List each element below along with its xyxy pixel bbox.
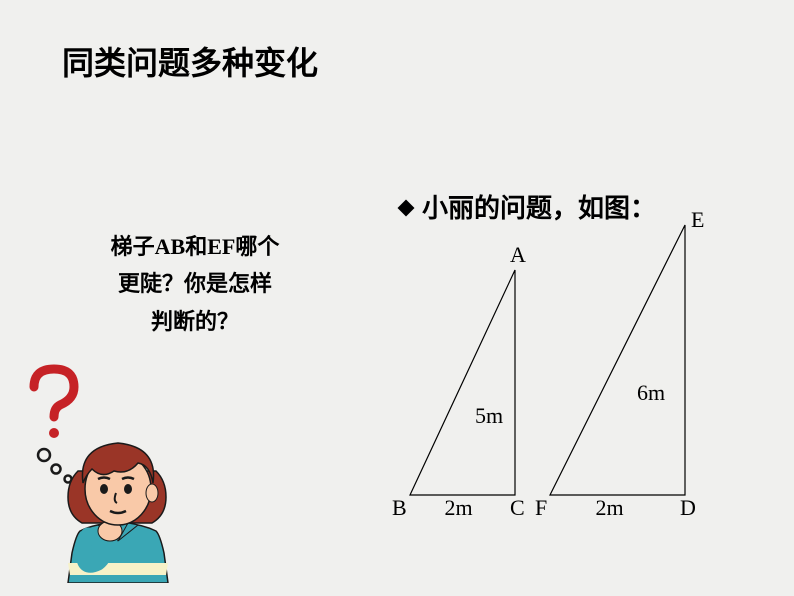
triangle-efd (550, 225, 685, 495)
vertex-label-f: F (535, 495, 547, 521)
vertex-label-d: D (680, 495, 696, 521)
base-label-2: 2m (596, 495, 624, 521)
question-text: 梯子AB和EF哪个 更陡？你是怎样 判断的？ (75, 228, 315, 340)
triangle-abc (410, 270, 515, 495)
vertex-label-b: B (392, 495, 407, 521)
vertex-label-c: C (510, 495, 525, 521)
question-mark-icon (34, 369, 74, 438)
triangles-diagram: A B C E F D 5m 2m 6m 2m (390, 220, 750, 535)
thinking-person-illustration (10, 363, 200, 588)
vertex-label-a: A (510, 242, 526, 268)
subheading-text: 小丽的问题，如图： (422, 193, 656, 223)
height-label-1: 5m (475, 403, 503, 429)
bullet-icon (398, 200, 415, 217)
question-line: 梯子AB和EF哪个 (75, 228, 315, 265)
diagram-svg (390, 220, 750, 530)
base-label-1: 2m (445, 495, 473, 521)
height-label-2: 6m (637, 380, 665, 406)
question-line: 更陡？你是怎样 (75, 265, 315, 302)
question-line: 判断的？ (75, 303, 315, 340)
person-svg (10, 363, 200, 583)
page-title: 同类问题多种变化 (62, 38, 318, 84)
vertex-label-e: E (691, 207, 704, 233)
